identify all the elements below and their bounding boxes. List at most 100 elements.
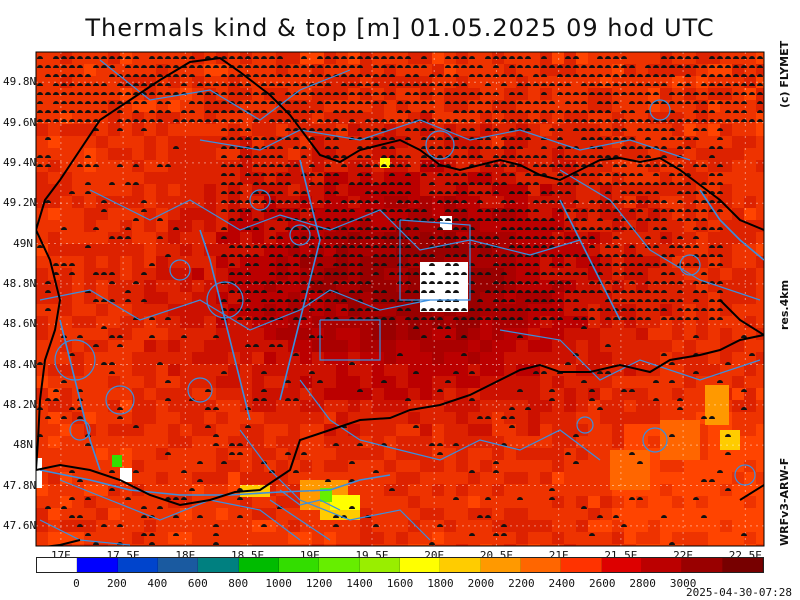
cloud-symbol <box>461 308 467 311</box>
cloud-symbol <box>605 254 611 257</box>
cloud-symbol <box>261 182 267 185</box>
cloud-symbol <box>253 227 259 230</box>
cloud-symbol <box>509 56 515 59</box>
thermal-cell <box>588 364 600 376</box>
cloud-symbol <box>693 218 699 221</box>
thermal-cell <box>432 352 444 364</box>
cloud-symbol <box>517 56 523 59</box>
thermal-cell <box>480 220 492 232</box>
cloud-symbol <box>213 83 219 86</box>
thermal-cell <box>360 268 372 280</box>
thermal-cell <box>252 424 264 436</box>
cloud-symbol <box>661 236 667 239</box>
cloud-symbol <box>181 497 187 500</box>
thermal-cell <box>84 544 96 546</box>
cloud-symbol <box>629 497 635 500</box>
thermal-cell <box>432 544 444 546</box>
cloud-symbol <box>477 299 483 302</box>
thermal-cell <box>180 136 192 148</box>
thermal-cell <box>72 280 84 292</box>
thermal-cell <box>648 328 660 340</box>
thermal-cell <box>228 472 240 484</box>
thermal-cell <box>408 484 420 496</box>
cloud-symbol <box>645 74 651 77</box>
cloud-symbol <box>77 479 83 482</box>
thermal-cell <box>192 400 204 412</box>
cloud-symbol <box>725 92 731 95</box>
thermal-cell <box>360 412 372 424</box>
thermal-cell <box>276 472 288 484</box>
thermal-cell <box>144 196 156 208</box>
cloud-symbol <box>469 74 475 77</box>
cloud-symbol <box>629 182 635 185</box>
cloud-symbol <box>493 155 499 158</box>
cloud-symbol <box>53 56 59 59</box>
thermal-cell <box>228 148 240 160</box>
lat-label: 49.8N <box>3 75 37 89</box>
cloud-symbol <box>333 236 339 239</box>
cloud-symbol <box>525 137 531 140</box>
cloud-symbol <box>629 245 635 248</box>
cloud-symbol <box>389 317 395 320</box>
thermal-cell <box>36 316 48 328</box>
cloud-symbol <box>309 335 315 338</box>
cloud-symbol <box>405 245 411 248</box>
lat-label: 47.6N <box>3 518 37 532</box>
cloud-symbol <box>125 236 131 239</box>
cloud-symbol <box>613 101 619 104</box>
cloud-symbol <box>69 497 75 500</box>
cloud-symbol <box>237 92 243 95</box>
thermal-cell <box>576 196 588 208</box>
thermal-cell <box>468 364 480 376</box>
cloud-symbol <box>749 56 755 59</box>
cloud-symbol <box>245 344 251 347</box>
cloud-symbol <box>117 344 123 347</box>
cloud-symbol <box>365 245 371 248</box>
cloud-symbol <box>621 299 627 302</box>
thermal-cell <box>372 388 384 400</box>
thermal-cell <box>60 484 72 496</box>
cloud-symbol <box>613 515 619 518</box>
cloud-symbol <box>77 74 83 77</box>
thermal-cell <box>336 532 348 544</box>
cloud-symbol <box>141 119 147 122</box>
cloud-symbol <box>141 506 147 509</box>
thermal-cell <box>180 376 192 388</box>
thermal-cell <box>384 400 396 412</box>
cloud-symbol <box>669 254 675 257</box>
thermal-cell <box>144 280 156 292</box>
cloud-symbol <box>757 101 763 104</box>
colorbar-label: 1400 <box>346 577 373 590</box>
cloud-symbol <box>277 191 283 194</box>
thermal-cell <box>720 544 732 546</box>
thermal-cell <box>132 304 144 316</box>
cloud-symbol <box>549 65 555 68</box>
cloud-symbol <box>389 182 395 185</box>
cloud-symbol <box>565 263 571 266</box>
cloud-symbol <box>333 56 339 59</box>
cloud-symbol <box>365 209 371 212</box>
cloud-symbol <box>493 308 499 311</box>
thermal-cell <box>552 448 564 460</box>
cloud-symbol <box>109 281 115 284</box>
cloud-symbol <box>533 263 539 266</box>
thermal-cell <box>216 352 228 364</box>
cloud-symbol <box>661 128 667 131</box>
cloud-symbol <box>693 497 699 500</box>
thermal-cell <box>564 424 576 436</box>
cloud-symbol <box>613 182 619 185</box>
thermal-cell <box>384 448 396 460</box>
thermal-cell <box>264 256 276 268</box>
thermal-cell <box>696 472 708 484</box>
cloud-symbol <box>53 65 59 68</box>
cloud-symbol <box>461 110 467 113</box>
cloud-symbol <box>509 101 515 104</box>
thermal-cell <box>288 472 300 484</box>
thermal-cell <box>336 340 348 352</box>
thermal-cell <box>360 184 372 196</box>
cloud-symbol <box>261 299 267 302</box>
cloud-symbol <box>125 119 131 122</box>
thermal-cell <box>156 256 168 268</box>
thermal-cell <box>252 436 264 448</box>
cloud-symbol <box>229 191 235 194</box>
